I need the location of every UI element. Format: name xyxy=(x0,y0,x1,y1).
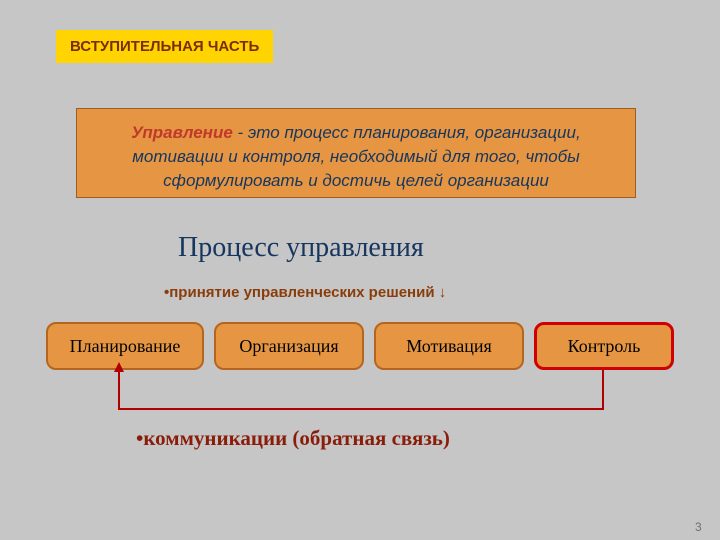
definition-dash: - xyxy=(233,123,248,142)
node-label: Планирование xyxy=(70,336,181,357)
feedback-label: •коммуникации (обратная связь) xyxy=(136,426,450,451)
node-label: Организация xyxy=(239,336,338,357)
feedback-horizontal xyxy=(118,408,604,410)
node-control: Контроль xyxy=(534,322,674,370)
node-label: Контроль xyxy=(568,336,641,357)
process-title: Процесс управления xyxy=(178,232,424,264)
bullet-top: •принятие управленческих решений ↓ xyxy=(164,284,446,301)
page-number: 3 xyxy=(695,520,702,534)
definition-term: Управление xyxy=(131,123,233,142)
feedback-left-vertical xyxy=(118,370,120,410)
feedback-right-vertical xyxy=(602,370,604,410)
node-motivation: Мотивация xyxy=(374,322,524,370)
node-label: Мотивация xyxy=(406,336,492,357)
node-organization: Организация xyxy=(214,322,364,370)
definition-box: Управление - это процесс планирования, о… xyxy=(76,108,636,198)
node-planning: Планирование xyxy=(46,322,204,370)
feedback-arrowhead-icon xyxy=(114,362,124,372)
section-badge: ВСТУПИТЕЛЬНАЯ ЧАСТЬ xyxy=(56,30,273,63)
